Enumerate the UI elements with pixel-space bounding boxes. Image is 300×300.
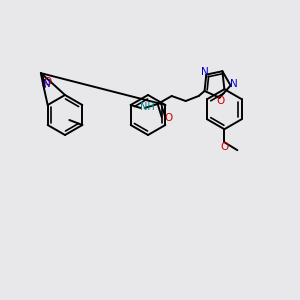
Text: O: O — [217, 96, 225, 106]
Text: O: O — [165, 113, 173, 123]
Text: O: O — [220, 142, 229, 152]
Text: O: O — [43, 76, 51, 86]
Text: N: N — [43, 79, 50, 88]
Text: N: N — [230, 80, 238, 89]
Text: N: N — [201, 67, 209, 76]
Text: NH: NH — [140, 102, 155, 112]
